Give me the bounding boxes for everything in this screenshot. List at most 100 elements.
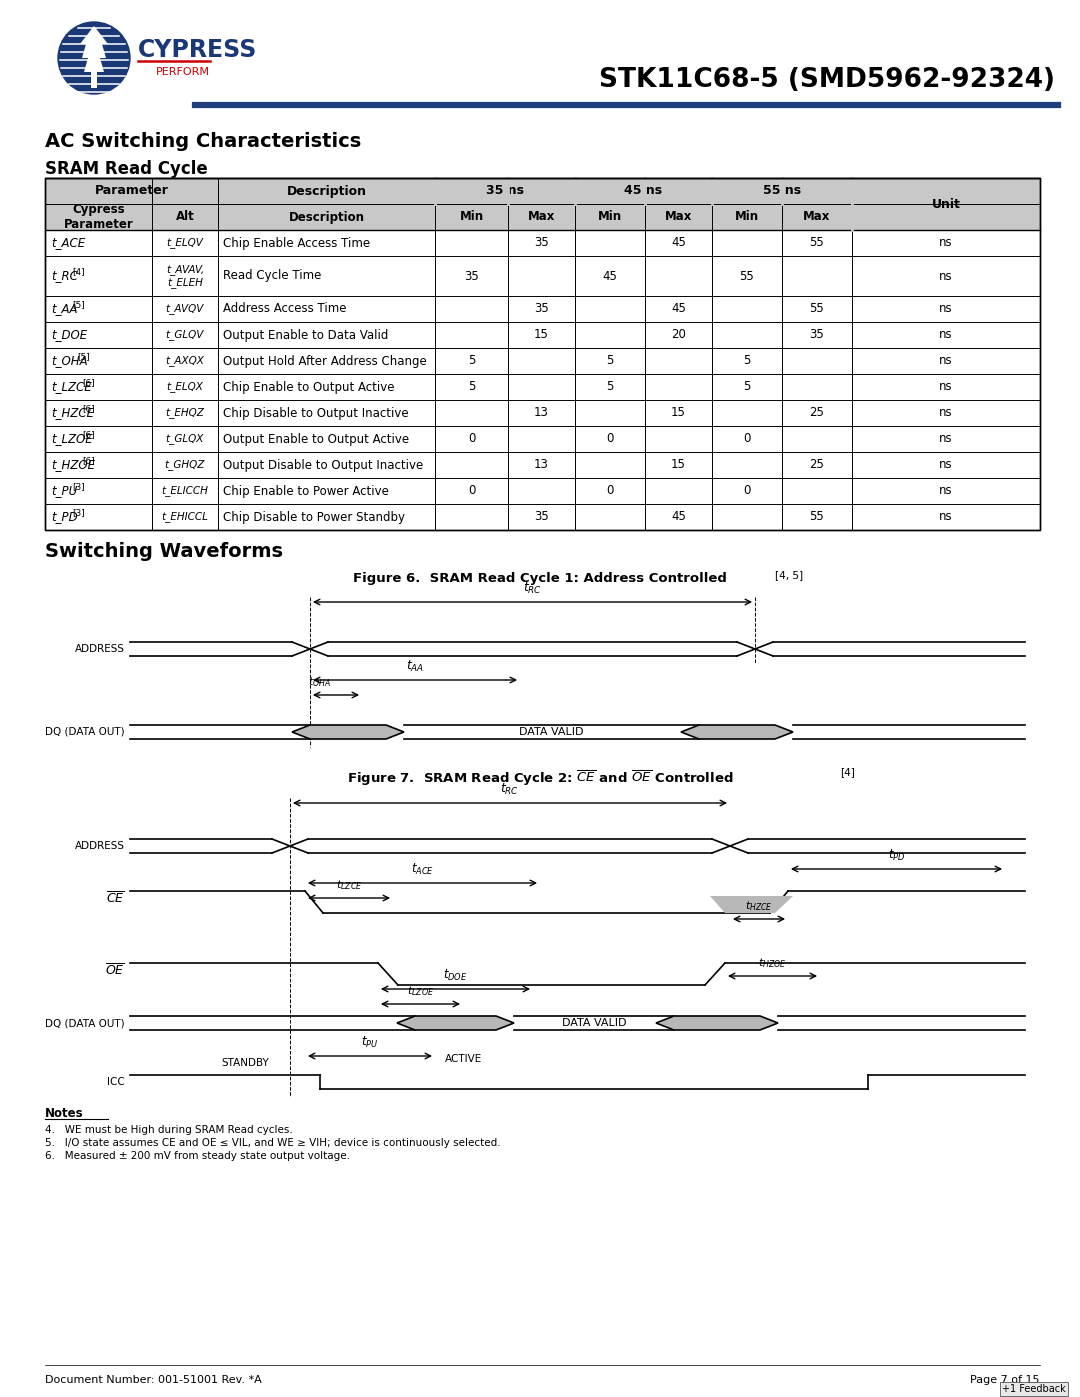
- Text: t_AVAV,
t_ELEH: t_AVAV, t_ELEH: [166, 264, 204, 288]
- Text: DATA VALID: DATA VALID: [562, 1018, 626, 1028]
- Text: AC Switching Characteristics: AC Switching Characteristics: [45, 131, 361, 151]
- Text: [6]: [6]: [82, 379, 95, 387]
- Text: Chip Enable Access Time: Chip Enable Access Time: [222, 236, 370, 250]
- Text: 45: 45: [671, 236, 686, 250]
- Text: Chip Enable to Power Active: Chip Enable to Power Active: [222, 485, 389, 497]
- Text: t_GHQZ: t_GHQZ: [165, 460, 205, 471]
- Bar: [852, 204, 1040, 231]
- Text: 15: 15: [535, 328, 549, 341]
- Text: 5: 5: [606, 355, 613, 367]
- Text: ns: ns: [940, 355, 953, 367]
- Text: 55: 55: [810, 510, 824, 524]
- Text: 55 ns: 55 ns: [762, 184, 801, 197]
- Text: ADDRESS: ADDRESS: [75, 644, 125, 654]
- Text: Output Enable to Output Active: Output Enable to Output Active: [222, 433, 409, 446]
- Text: Address Access Time: Address Access Time: [222, 303, 347, 316]
- Text: SRAM Read Cycle: SRAM Read Cycle: [45, 161, 207, 177]
- Text: Figure 7.  SRAM Read Cycle 2: $\overline{CE}$ and $\overline{OE}$ Controlled: Figure 7. SRAM Read Cycle 2: $\overline{…: [347, 768, 733, 788]
- Bar: [45, 204, 152, 231]
- Text: $t_{LZCE}$: $t_{LZCE}$: [336, 879, 362, 893]
- Text: t_RC: t_RC: [51, 270, 78, 282]
- Text: t_AXQX: t_AXQX: [165, 356, 204, 366]
- Text: DQ (DATA OUT): DQ (DATA OUT): [45, 726, 125, 738]
- Text: t_EHQZ: t_EHQZ: [165, 408, 204, 419]
- Text: Description: Description: [286, 184, 366, 197]
- Bar: [152, 204, 218, 231]
- Text: ns: ns: [940, 407, 953, 419]
- Text: $t_{LZOE}$: $t_{LZOE}$: [407, 985, 434, 997]
- Text: 13: 13: [535, 407, 549, 419]
- Text: Page 7 of 15: Page 7 of 15: [971, 1375, 1040, 1384]
- Text: $t_{HZCE}$: $t_{HZCE}$: [745, 900, 773, 914]
- Text: $t_{DOE}$: $t_{DOE}$: [443, 968, 468, 983]
- Bar: [218, 177, 435, 204]
- Text: 5: 5: [743, 355, 751, 367]
- Text: $\overline{OE}$: $\overline{OE}$: [105, 964, 125, 979]
- Text: [6]: [6]: [82, 405, 95, 414]
- Text: 55: 55: [810, 303, 824, 316]
- Text: [5]: [5]: [77, 352, 90, 362]
- Text: t_PD: t_PD: [51, 510, 78, 524]
- Text: 35: 35: [464, 270, 478, 282]
- Text: $\overline{CE}$: $\overline{CE}$: [106, 891, 125, 907]
- Text: t_HZOE: t_HZOE: [51, 458, 95, 472]
- Text: 55: 55: [810, 236, 824, 250]
- Text: ns: ns: [940, 236, 953, 250]
- Bar: [712, 204, 782, 231]
- Text: 15: 15: [671, 407, 686, 419]
- Text: [6]: [6]: [82, 457, 95, 465]
- Text: ns: ns: [940, 485, 953, 497]
- Bar: [45, 177, 1040, 529]
- Text: $t_{HZOE}$: $t_{HZOE}$: [758, 956, 786, 970]
- Polygon shape: [397, 1016, 514, 1030]
- Text: 5: 5: [468, 380, 475, 394]
- Text: Max: Max: [665, 211, 692, 224]
- Text: ns: ns: [940, 303, 953, 316]
- Text: 20: 20: [671, 328, 686, 341]
- Text: t_HZCE: t_HZCE: [51, 407, 94, 419]
- Bar: [218, 204, 435, 231]
- Text: 45: 45: [603, 270, 618, 282]
- Bar: [782, 204, 852, 231]
- Text: Read Cycle Time: Read Cycle Time: [222, 270, 322, 282]
- Text: 45: 45: [671, 303, 686, 316]
- Bar: [1000, 1382, 1068, 1396]
- Text: t_GLQX: t_GLQX: [166, 433, 204, 444]
- Bar: [435, 204, 508, 231]
- Text: Description: Description: [288, 211, 365, 224]
- Text: Alt: Alt: [176, 211, 194, 224]
- Text: t_AA: t_AA: [51, 303, 78, 316]
- Text: $t_{PU}$: $t_{PU}$: [362, 1035, 379, 1051]
- Text: 0: 0: [468, 433, 475, 446]
- Polygon shape: [80, 27, 108, 88]
- Text: t_ELQV: t_ELQV: [166, 237, 203, 249]
- Text: 5: 5: [743, 380, 751, 394]
- Text: t_ELQX: t_ELQX: [166, 381, 203, 393]
- Text: Parameter: Parameter: [95, 184, 168, 197]
- Text: t_AVQV: t_AVQV: [166, 303, 204, 314]
- Text: 15: 15: [671, 458, 686, 472]
- Text: 25: 25: [810, 458, 824, 472]
- Text: t_ELICCH: t_ELICCH: [162, 486, 208, 496]
- Polygon shape: [292, 725, 404, 739]
- Circle shape: [58, 22, 130, 94]
- Text: 0: 0: [743, 433, 751, 446]
- Text: ns: ns: [940, 510, 953, 524]
- Text: Figure 6.  SRAM Read Cycle 1: Address Controlled: Figure 6. SRAM Read Cycle 1: Address Con…: [353, 571, 727, 585]
- Text: [6]: [6]: [82, 430, 95, 440]
- Polygon shape: [656, 1016, 778, 1030]
- Text: 35: 35: [535, 510, 549, 524]
- Text: 45: 45: [671, 510, 686, 524]
- Text: Min: Min: [734, 211, 759, 224]
- Text: t_LZCE: t_LZCE: [51, 380, 92, 394]
- Text: t_GLQV: t_GLQV: [166, 330, 204, 341]
- Text: [3]: [3]: [71, 482, 84, 492]
- Text: 5: 5: [468, 355, 475, 367]
- Text: 35: 35: [810, 328, 824, 341]
- Text: DATA VALID: DATA VALID: [519, 726, 584, 738]
- Text: $t_{PD}$: $t_{PD}$: [888, 848, 905, 863]
- Polygon shape: [681, 725, 793, 739]
- Text: 45 ns: 45 ns: [624, 184, 662, 197]
- Bar: [575, 177, 712, 204]
- Text: 6.   Measured ± 200 mV from steady state output voltage.: 6. Measured ± 200 mV from steady state o…: [45, 1151, 350, 1161]
